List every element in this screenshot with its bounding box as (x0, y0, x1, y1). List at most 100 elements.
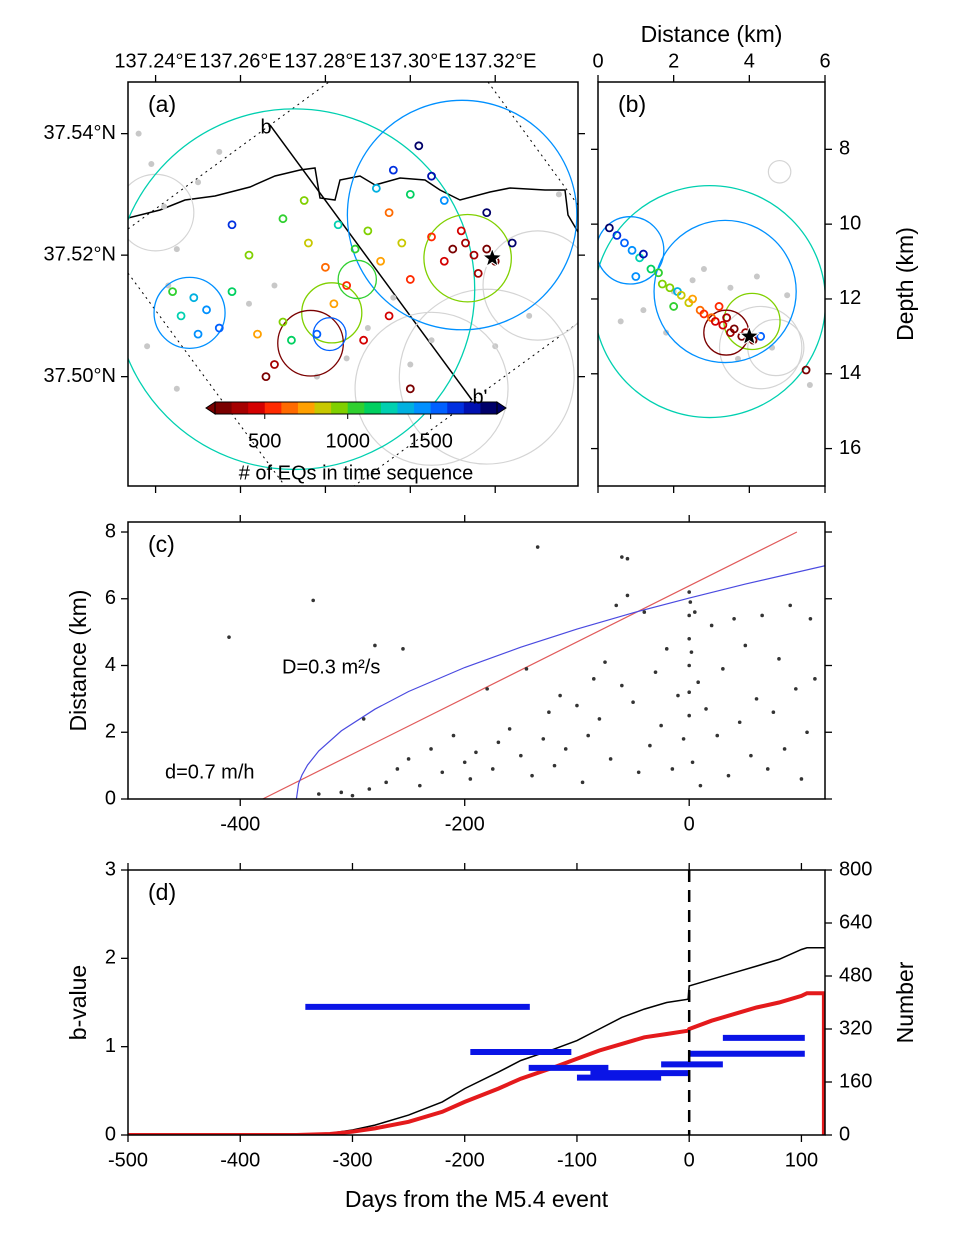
rupture-circle (337, 259, 378, 300)
event-point (524, 667, 529, 671)
event-point (406, 757, 411, 761)
background-event (617, 318, 624, 325)
event (253, 329, 262, 339)
y-tick-label: 4 (105, 654, 116, 676)
background-event (640, 307, 647, 314)
background-event (407, 361, 414, 368)
colorbar-cell (231, 402, 249, 414)
background-circle (767, 159, 792, 184)
event-point (507, 727, 512, 731)
x-tick-label: 137.24°E (114, 50, 197, 72)
map-layout (128, 82, 578, 486)
x-tick-label: -400 (220, 813, 260, 835)
colorbar-cell (215, 402, 233, 414)
event-point (614, 603, 619, 608)
event-point (631, 700, 635, 705)
event (473, 268, 483, 278)
event-point (418, 783, 422, 788)
event (722, 313, 732, 323)
colorbar-cell (430, 402, 448, 414)
event-point (541, 737, 546, 741)
model-curve (262, 531, 798, 799)
event-point (709, 623, 714, 628)
y-tick-label: 800 (839, 858, 872, 880)
event (193, 329, 203, 339)
plot-area (227, 531, 825, 799)
rupture-circle (301, 282, 363, 344)
panel-frame (127, 81, 579, 487)
event-point (339, 790, 344, 795)
event (461, 238, 470, 248)
event-point (670, 767, 675, 771)
event-point (664, 647, 669, 651)
event (278, 317, 288, 327)
event-point (659, 723, 663, 728)
background-event (195, 179, 202, 186)
event-point (704, 707, 708, 711)
rupture-circle (153, 276, 226, 350)
background-event (173, 385, 180, 392)
swath-edge (128, 272, 286, 486)
y-tick-label: 37.54°N (44, 122, 117, 144)
y-tick-label: 37.52°N (44, 243, 117, 265)
colorbar-cell (297, 402, 316, 414)
event-point (721, 667, 725, 671)
event-point (754, 697, 759, 701)
event-point (451, 733, 456, 738)
event (363, 226, 373, 236)
event (710, 317, 720, 326)
profile-label: b' (473, 386, 488, 408)
line-annotation: D=0.3 m²/s (282, 656, 380, 678)
panel-label: (a) (148, 91, 176, 117)
background-event (784, 292, 791, 299)
event (699, 309, 709, 319)
colorbar-frame (214, 401, 498, 415)
event-point (732, 616, 736, 621)
event (261, 372, 271, 382)
y-tick-label: 640 (839, 911, 872, 933)
event (631, 272, 641, 281)
colorbar-cell (264, 402, 282, 414)
event-point (771, 710, 776, 715)
background-event (700, 266, 707, 273)
line-annotation: d=0.7 m/h (165, 761, 255, 783)
x-tick-label: -100 (557, 1149, 597, 1171)
x-tick-label: -500 (108, 1149, 148, 1171)
colorbar-cell (380, 402, 398, 414)
event (427, 232, 436, 242)
event-point (813, 677, 817, 681)
event-point (693, 610, 697, 614)
event (376, 256, 385, 266)
event-point (681, 737, 686, 741)
y-tick-label: 480 (839, 964, 872, 986)
event-point (468, 777, 473, 781)
rupture-circle (423, 213, 512, 303)
event (657, 279, 667, 289)
x-tick-label: -400 (220, 1149, 260, 1171)
event-point (429, 747, 433, 751)
x-tick-label: 0 (592, 50, 603, 72)
event-point (575, 703, 579, 708)
y-axis-title: Depth (km) (892, 227, 918, 341)
event-point (474, 750, 478, 755)
event (439, 256, 449, 266)
x-tick-label: 137.26°E (199, 50, 282, 72)
event-point (625, 593, 630, 598)
event-point (227, 635, 231, 639)
rupture-circle (598, 216, 665, 285)
event-point (350, 793, 355, 798)
coastline (128, 167, 578, 233)
event (439, 196, 449, 205)
y-tick-label: 1 (105, 1035, 116, 1057)
event (287, 335, 296, 345)
y-tick-label: 160 (839, 1070, 872, 1092)
event-point (552, 763, 557, 768)
background-event (806, 382, 813, 388)
event-point (687, 663, 691, 668)
event-point (603, 660, 607, 664)
event (244, 250, 254, 260)
background-event (555, 191, 562, 198)
rupture-circle (128, 108, 476, 471)
event-point (620, 555, 624, 559)
plot-area (128, 870, 825, 1135)
